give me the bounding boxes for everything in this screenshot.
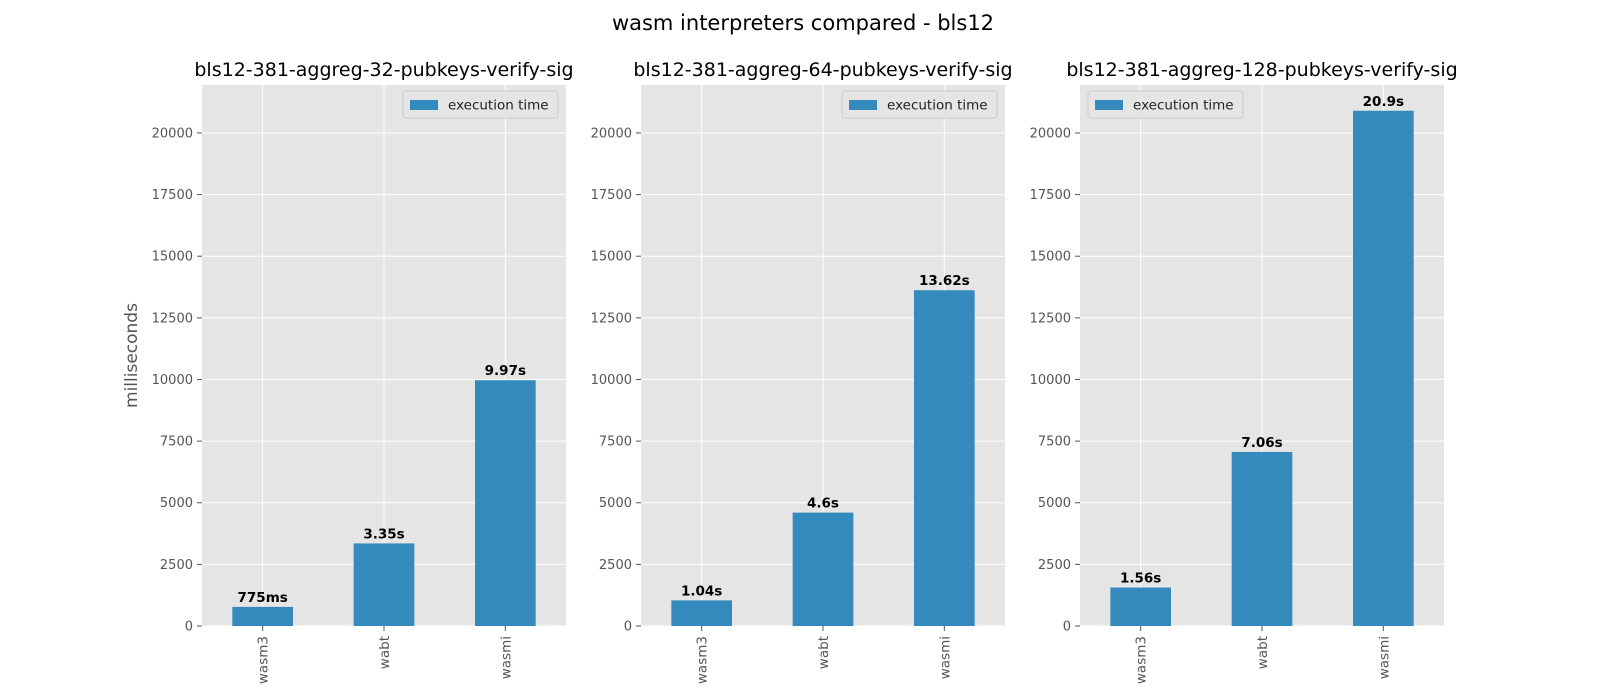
legend-swatch <box>849 100 877 110</box>
legend: execution time <box>1087 90 1244 119</box>
y-tick-label: 2500 <box>599 558 632 573</box>
x-tick-label: wasmi <box>1376 636 1392 679</box>
x-tick-label: wasm3 <box>1134 636 1150 684</box>
chart-panel-3: 0 2500 5000 7500 10000 12500 15000 17500 20000 1.… <box>1030 59 1458 684</box>
y-tick-label: 0 <box>185 620 193 635</box>
x-tick-label: wasmi <box>498 636 514 679</box>
y-tick-label: 10000 <box>1030 373 1071 388</box>
y-tick-label: 10000 <box>152 373 193 388</box>
x-tick-label: wasm3 <box>695 636 711 684</box>
bar-value-label: 1.56s <box>1120 571 1161 587</box>
y-axis-label: milliseconds <box>122 303 142 408</box>
legend-label: execution time <box>1133 98 1234 114</box>
legend-label: execution time <box>887 98 988 114</box>
y-tick-label: 15000 <box>1030 250 1071 265</box>
y-tick-label: 17500 <box>152 188 193 203</box>
chart-panels: 0 2500 5000 7500 10000 12500 15000 17500 20000 77… <box>122 59 1458 684</box>
panel-title: bls12-381-aggreg-32-pubkeys-verify-sig <box>194 59 573 81</box>
legend-swatch <box>410 100 438 110</box>
panel-title: bls12-381-aggreg-64-pubkeys-verify-sig <box>633 59 1012 81</box>
bar-wabt <box>1231 451 1293 626</box>
bar-value-label: 1.04s <box>681 583 722 599</box>
legend: execution time <box>402 90 559 119</box>
bar-wasmi <box>1353 110 1414 626</box>
y-tick-label: 0 <box>1063 620 1071 635</box>
y-tick-label: 12500 <box>591 311 632 326</box>
y-tick-label: 0 <box>624 620 632 635</box>
bar-value-label: 775ms <box>238 590 288 606</box>
bar-wabt <box>353 543 415 626</box>
legend-box <box>1087 90 1244 119</box>
y-tick-label: 20000 <box>152 126 193 141</box>
y-tick-label: 17500 <box>1030 188 1071 203</box>
bar-wasm3 <box>232 606 293 626</box>
y-tick-label: 17500 <box>591 188 632 203</box>
bar-value-label: 9.97s <box>485 363 526 379</box>
panel-title: bls12-381-aggreg-128-pubkeys-verify-sig <box>1066 59 1457 81</box>
bar-wasmi <box>475 380 536 626</box>
y-tick-label: 15000 <box>591 250 632 265</box>
bar-value-label: 20.9s <box>1363 94 1404 110</box>
y-tick-label: 7500 <box>599 435 632 450</box>
bar-value-label: 13.62s <box>919 273 970 289</box>
legend-swatch <box>1095 100 1123 110</box>
y-tick-label: 12500 <box>1030 311 1071 326</box>
y-tick-label: 5000 <box>160 496 193 511</box>
legend: execution time <box>841 90 998 119</box>
bar-wasmi <box>914 290 975 626</box>
legend-box <box>402 90 559 119</box>
y-tick-label: 20000 <box>1030 126 1071 141</box>
y-tick-label: 7500 <box>1038 435 1071 450</box>
y-tick-label: 7500 <box>160 435 193 450</box>
bar-value-label: 7.06s <box>1241 435 1282 451</box>
y-tick-label: 5000 <box>599 496 632 511</box>
y-tick-label: 15000 <box>152 250 193 265</box>
x-tick-label: wabt <box>816 636 832 669</box>
x-tick-label: wabt <box>1255 636 1271 669</box>
bar-wabt <box>792 512 854 626</box>
chart-panel-1: 0 2500 5000 7500 10000 12500 15000 17500 20000 77… <box>122 59 574 684</box>
y-tick-label: 2500 <box>1038 558 1071 573</box>
figure-title: wasm interpreters compared - bls12 <box>612 11 994 35</box>
y-tick-label: 20000 <box>591 126 632 141</box>
bar-value-label: 3.35s <box>363 526 404 542</box>
legend-label: execution time <box>448 98 549 114</box>
x-tick-label: wabt <box>377 636 393 669</box>
chart-panel-2: 0 2500 5000 7500 10000 12500 15000 17500 20000 1.… <box>591 59 1013 684</box>
bar-wasm3 <box>1110 587 1171 626</box>
y-tick-label: 10000 <box>591 373 632 388</box>
y-tick-label: 2500 <box>160 558 193 573</box>
bar-wasm3 <box>671 600 732 626</box>
x-tick-label: wasmi <box>937 636 953 679</box>
bar-value-label: 4.6s <box>807 496 839 512</box>
y-tick-label: 12500 <box>152 311 193 326</box>
x-tick-label: wasm3 <box>256 636 272 684</box>
y-tick-label: 5000 <box>1038 496 1071 511</box>
legend-box <box>841 90 998 119</box>
